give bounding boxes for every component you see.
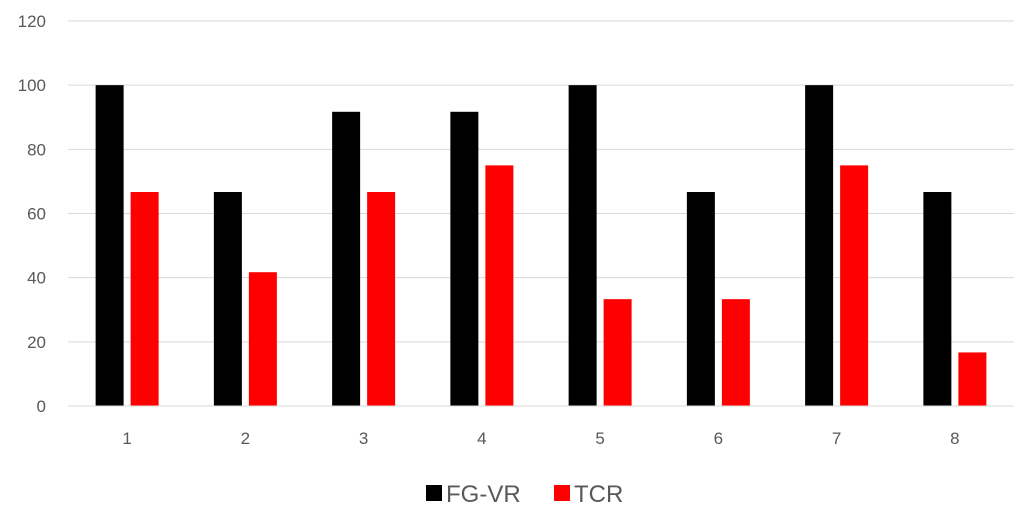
x-tick-label-8: 8 [950,429,959,448]
legend-label-tcr: TCR [574,481,623,507]
legend-swatch-fg-vr [426,485,442,501]
legend-label-fg-vr: FG-VR [446,481,521,507]
bar-tcr-5 [603,299,632,406]
y-tick-label-40: 40 [27,269,46,288]
bar-tcr-6 [721,299,750,406]
y-tick-label-60: 60 [27,205,46,224]
bars [95,85,987,407]
bar-tcr-1 [130,192,159,406]
bar-fg-vr-8 [923,192,952,406]
bar-tcr-2 [248,272,277,406]
bar-fg-vr-2 [213,192,242,406]
legend: FG-VR TCR [426,481,623,507]
bar-fg-vr-6 [686,192,715,406]
bar-tcr-3 [367,192,396,406]
bar-fg-vr-7 [805,85,834,407]
x-tick-label-5: 5 [595,429,604,448]
y-tick-label-20: 20 [27,333,46,352]
bar-fg-vr-1 [95,85,124,407]
y-tick-label-100: 100 [18,76,46,95]
bar-fg-vr-5 [568,85,597,407]
legend-swatch-tcr [554,485,570,501]
y-axis-tick-labels: 0 20 40 60 80 100 120 [18,12,46,416]
bar-fg-vr-3 [332,111,361,406]
y-tick-label-0: 0 [37,397,46,416]
bar-fg-vr-4 [450,111,479,406]
y-tick-label-120: 120 [18,12,46,31]
bar-tcr-7 [840,165,869,406]
x-tick-label-3: 3 [359,429,368,448]
x-tick-label-2: 2 [241,429,250,448]
x-tick-label-4: 4 [477,429,486,448]
gridlines [68,20,1014,343]
bar-tcr-4 [485,165,514,406]
x-tick-label-6: 6 [714,429,723,448]
x-axis-tick-labels: 1 2 3 4 5 6 7 8 [122,429,959,448]
x-tick-label-1: 1 [122,429,131,448]
bar-tcr-8 [958,352,987,406]
y-tick-label-80: 80 [27,140,46,159]
x-tick-label-7: 7 [832,429,841,448]
